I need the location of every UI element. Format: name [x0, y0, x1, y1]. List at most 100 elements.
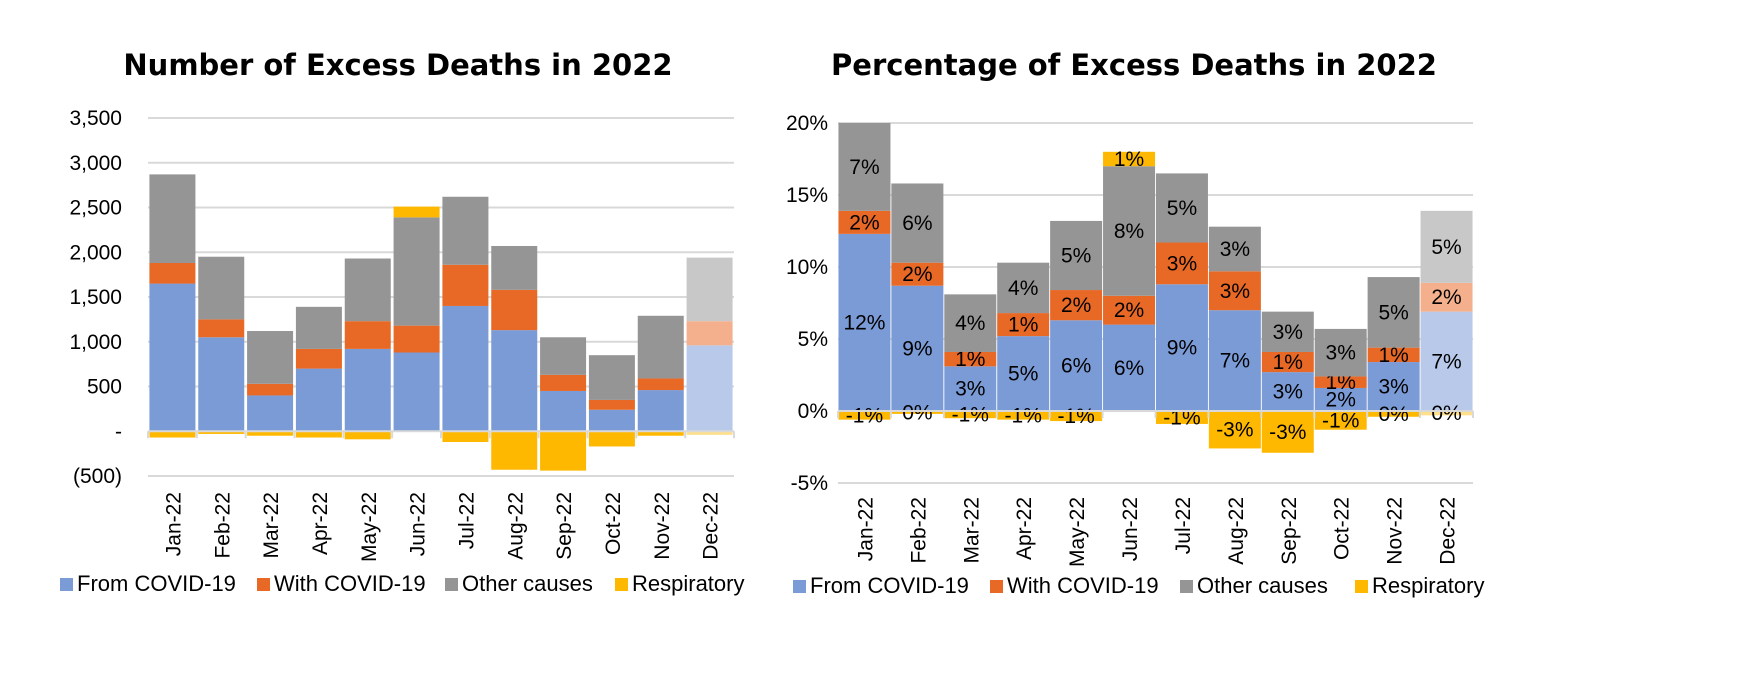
data-label: 3% [1273, 381, 1303, 404]
bar-segment-from-mar-22 [944, 366, 997, 411]
bar-segment-other-oct-22 [588, 355, 635, 400]
legend-label: Respiratory [632, 571, 744, 596]
bar-segment-from-oct-22 [588, 409, 635, 432]
bar-segment-with-aug-22 [1208, 271, 1261, 311]
data-label: -1% [1005, 404, 1042, 427]
bar-segment-with-mar-22 [247, 383, 294, 396]
legend-swatch-resp [1355, 580, 1368, 593]
y-tick-label: 10% [786, 256, 828, 279]
bar-segment-with-dec-22 [686, 321, 733, 346]
bar-segment-resp-may-22 [1050, 411, 1103, 422]
bar-segment-from-mar-22 [247, 395, 294, 432]
bar-segment-with-apr-22 [295, 348, 342, 369]
data-label: 2% [1431, 286, 1461, 309]
bar-segment-from-dec-22 [1420, 311, 1473, 411]
x-tick-label: Nov-22 [1384, 497, 1407, 565]
x-tick-label: Mar-22 [960, 497, 983, 564]
y-tick-label: 5% [798, 328, 828, 351]
bar-segment-resp-apr-22 [997, 411, 1050, 420]
bar-segment-other-may-22 [344, 258, 391, 322]
bar-segment-from-oct-22 [1314, 387, 1367, 411]
y-tick-label: 500 [87, 376, 122, 399]
bar-segment-from-may-22 [1050, 320, 1103, 411]
data-label: 2% [849, 211, 879, 234]
bar-segment-from-jul-22 [442, 305, 489, 432]
legend-label: With COVID-19 [274, 571, 426, 596]
bar-segment-from-sep-22 [1261, 372, 1314, 411]
bar-segment-other-mar-22 [944, 294, 997, 352]
bar-segment-from-jul-22 [1155, 284, 1208, 411]
x-tick-label: Jan-22 [162, 492, 185, 556]
bar-segment-resp-sep-22 [540, 431, 587, 471]
x-tick-label: Jan-22 [854, 497, 877, 561]
data-label: 2% [902, 263, 932, 286]
legend-label: Respiratory [1372, 573, 1484, 598]
bar-segment-with-jan-22 [149, 262, 196, 284]
x-tick-label: Mar-22 [260, 492, 283, 559]
bar-segment-with-dec-22 [1420, 282, 1473, 312]
bar-segment-resp-apr-22 [295, 431, 342, 438]
x-tick-label: Dec-22 [700, 492, 723, 560]
bar-segment-resp-oct-22 [1314, 411, 1367, 430]
chart-1: Number of Excess Deaths in 2022 (500) - 500… [60, 48, 744, 596]
x-tick-label: Jun-22 [407, 492, 430, 556]
data-label: 5% [1167, 197, 1197, 220]
data-label: 3% [1167, 252, 1197, 275]
bar-segment-from-jan-22 [838, 233, 891, 411]
data-label: 3% [1220, 238, 1250, 261]
data-label: 3% [1326, 342, 1356, 365]
data-label: 2% [1061, 294, 1091, 317]
bar-segment-resp-jun-22 [393, 206, 440, 218]
x-tick-label: Aug-22 [1225, 497, 1248, 565]
data-label: 1% [955, 348, 985, 371]
bar-segment-from-jan-22 [149, 283, 196, 432]
bar-segment-resp-jan-22 [838, 411, 891, 420]
data-label: 2% [1114, 299, 1144, 322]
data-label: 0% [1431, 402, 1461, 425]
y-tick-label: 20% [786, 112, 828, 135]
bar-segment-resp-nov-22 [1367, 411, 1420, 417]
x-tick-label: Dec-22 [1437, 497, 1460, 565]
x-tick-label: Jun-22 [1119, 497, 1142, 561]
data-label: 6% [1061, 355, 1091, 378]
bar-segment-other-jan-22 [149, 174, 196, 263]
y-tick-label: 1,500 [69, 286, 122, 309]
data-label: 2% [1326, 388, 1356, 411]
bar-segment-other-oct-22 [1314, 328, 1367, 377]
bar-segment-resp-nov-22 [637, 431, 684, 436]
bar-segment-from-nov-22 [637, 390, 684, 432]
bar-segment-other-feb-22 [891, 183, 944, 263]
bar-segment-resp-sep-22 [1261, 411, 1314, 453]
bar-segment-resp-jan-22 [149, 431, 196, 438]
data-label: -1% [1163, 406, 1200, 429]
data-label: 1% [1326, 371, 1356, 394]
data-label: 0% [1378, 403, 1408, 426]
x-tick-label: Aug-22 [504, 492, 527, 560]
y-tick-label: 1,000 [69, 331, 122, 354]
legend-swatch-with [257, 578, 270, 591]
x-tick-label: Apr-22 [1013, 497, 1036, 560]
bar-segment-with-feb-22 [891, 262, 944, 286]
bar-segment-from-feb-22 [891, 285, 944, 411]
bar-segment-with-oct-22 [588, 399, 635, 410]
y-tick-label: 3,500 [69, 107, 122, 130]
x-tick-label: Jul-22 [1172, 497, 1195, 554]
data-label: 3% [955, 378, 985, 401]
bar-segment-resp-dec-22 [686, 431, 733, 435]
bar-segment-other-mar-22 [247, 331, 294, 384]
legend-swatch-from [793, 580, 806, 593]
chart-2: Percentage of Excess Deaths in 2022 -5% 0%… [786, 48, 1485, 598]
data-label: -1% [1322, 409, 1359, 432]
bar-segment-from-dec-22 [686, 345, 733, 432]
data-label: 7% [1431, 350, 1461, 373]
bar-segment-other-feb-22 [198, 256, 245, 320]
bar-segment-resp-mar-22 [247, 431, 294, 436]
data-label: 5% [1061, 244, 1091, 267]
bar-segment-with-jun-22 [393, 325, 440, 353]
data-label: 5% [1378, 301, 1408, 324]
data-label: -3% [1269, 421, 1306, 444]
bar-segment-other-aug-22 [1208, 226, 1261, 272]
y-tick-label: - [115, 420, 122, 443]
data-label: 6% [1114, 357, 1144, 380]
bar-segment-with-aug-22 [491, 289, 538, 331]
